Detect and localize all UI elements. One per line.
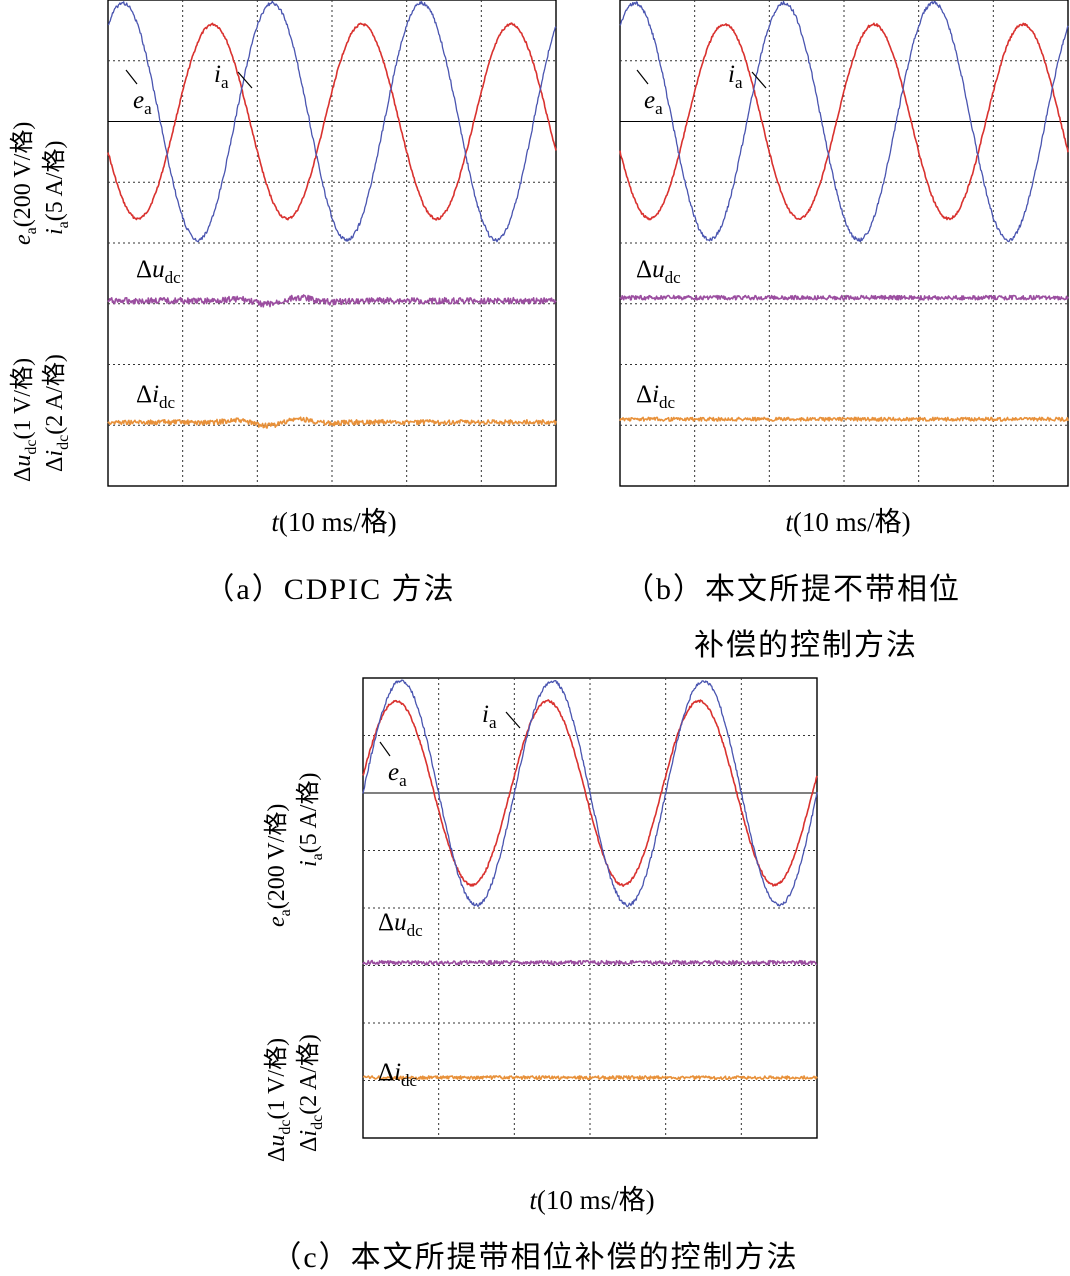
- series-di_dc: [362, 1075, 818, 1081]
- label-ia-b: ia: [728, 61, 743, 92]
- label-didc-c: Δidc: [378, 1059, 418, 1090]
- caption-b-line1: （b）本文所提不带相位: [624, 573, 961, 606]
- series-du_dc: [619, 294, 1069, 301]
- y-label-upper2-c: ia(5 A/格): [295, 773, 326, 867]
- label-ea-c: ea: [388, 759, 407, 790]
- series-e_a: [619, 22, 1069, 221]
- x-label-b: t(10 ms/格): [785, 507, 911, 537]
- label-ea-a: ea: [133, 87, 152, 118]
- leader-ea-a: [125, 69, 138, 85]
- series-di_dc: [107, 416, 557, 429]
- series-du_dc: [362, 959, 818, 966]
- leader-ia-a: [237, 71, 253, 89]
- y-label-lower-a: Δudc(1 V/格): [9, 358, 40, 482]
- series-e_a: [107, 22, 557, 221]
- scope-panel-c: ea(200 V/格) ia(5 A/格) Δudc(1 V/格) Δidc(2…: [263, 677, 818, 1162]
- label-ia-c: ia: [482, 701, 497, 732]
- leader-ea-b: [636, 69, 649, 85]
- leader-ea-c: [379, 741, 391, 757]
- label-didc-b: Δidc: [636, 381, 676, 412]
- label-dudc-c: Δudc: [378, 909, 423, 940]
- y-label-upper-c: ea(200 V/格): [263, 804, 294, 927]
- scope-panel-b: ea ia Δudc Δidc: [619, 0, 1069, 487]
- scope-panel-a: ea(200 V/格) ia(5 A/格) Δudc(1 V/格) Δidc(2…: [9, 0, 557, 487]
- leader-ia-c: [505, 711, 521, 729]
- series-e_a: [362, 699, 818, 887]
- x-label-c: t(10 ms/格): [529, 1185, 655, 1215]
- caption-c: （c）本文所提带相位补偿的控制方法: [271, 1241, 799, 1274]
- caption-b-line2: 补偿的控制方法: [694, 629, 918, 662]
- series-di_dc: [619, 416, 1069, 422]
- series-du_dc: [107, 294, 557, 308]
- series-i_a: [108, 0, 557, 243]
- label-ia-a: ia: [214, 61, 229, 92]
- y-label-upper2-a: ia(5 A/格): [41, 141, 72, 235]
- y-label-upper-a: ea(200 V/格): [9, 122, 40, 245]
- y-label-lower2-c: Δidc(2 A/格): [295, 1034, 326, 1152]
- label-didc-a: Δidc: [136, 381, 176, 412]
- leader-ia-b: [751, 71, 767, 89]
- label-dudc-b: Δudc: [636, 256, 681, 287]
- y-label-lower2-a: Δidc(2 A/格): [41, 354, 72, 472]
- y-label-lower-c: Δudc(1 V/格): [263, 1038, 294, 1162]
- label-ea-b: ea: [644, 87, 663, 118]
- series-i_a: [619, 0, 1069, 243]
- x-label-a: t(10 ms/格): [271, 507, 397, 537]
- series-i_a: [362, 679, 818, 908]
- caption-a: （a）CDPIC 方法: [204, 573, 456, 606]
- label-dudc-a: Δudc: [136, 256, 181, 287]
